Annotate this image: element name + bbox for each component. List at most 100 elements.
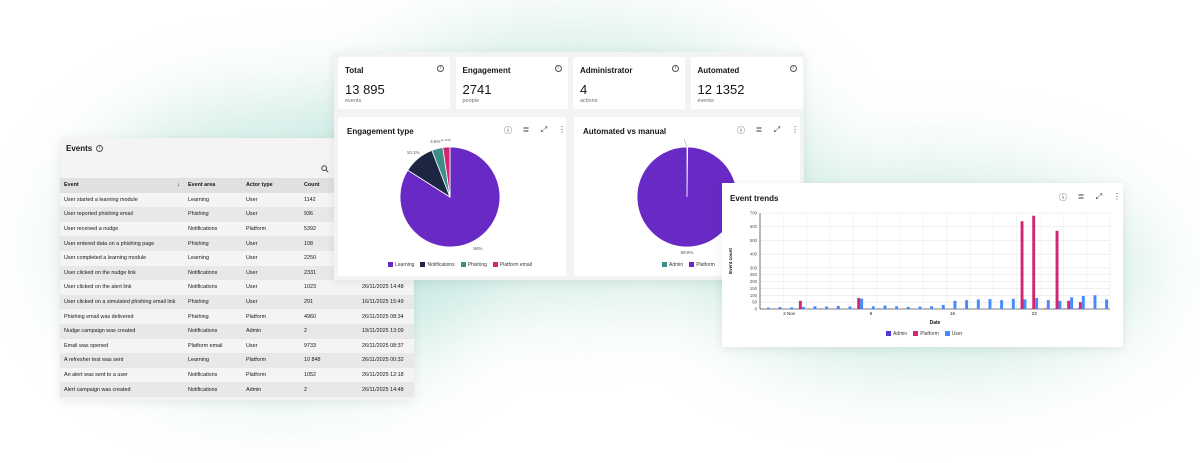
table-cell: User clicked on the nudge link (60, 265, 184, 281)
overflow-menu-icon[interactable]: ⋮ (791, 125, 799, 134)
column-header-actor[interactable]: Actor type (242, 178, 300, 193)
kpi-card-automated: Automated 12 1352 events i (690, 57, 803, 109)
leader-line (683, 139, 688, 148)
table-cell: 291 (300, 294, 358, 310)
info-icon[interactable]: ⓘ (504, 126, 512, 135)
automated-pie: 0.2%99.8% (636, 139, 738, 255)
overflow-menu-icon[interactable]: ⋮ (1113, 192, 1121, 201)
info-icon[interactable]: ⓘ (1059, 193, 1067, 202)
y-tick-label: 700 (750, 211, 758, 216)
table-cell: User received a nudge (64, 226, 119, 233)
table-cell: 9733 (304, 342, 316, 349)
table-cell: Admin (242, 382, 300, 397)
table-cell: User completed a learning module (64, 255, 147, 262)
table-row[interactable]: User started a learning module Learning Us… (60, 193, 414, 208)
table-cell: User started a learning module (64, 196, 138, 203)
y-tick-label: 250 (750, 272, 758, 277)
bar-user (871, 306, 875, 309)
table-cell: 26/11/2025 14:48 (362, 284, 404, 291)
engagement-title: Engagement type (347, 127, 414, 136)
table-cell: Alert campaign was created (60, 382, 184, 397)
y-axis-label: Event count (728, 248, 733, 274)
legend-swatch (913, 331, 919, 337)
table-row[interactable]: Email was opened Platform email User 9733 26… (60, 339, 414, 354)
events-title: Events (66, 144, 93, 153)
table-cell: A refresher test was sent (60, 353, 184, 368)
bar-user (1105, 299, 1109, 309)
table-cell: 2250 (304, 255, 316, 262)
table-cell: User (246, 196, 258, 203)
bar-platform (1020, 221, 1024, 309)
search-icon[interactable] (321, 165, 329, 173)
y-tick-label: 150 (750, 286, 758, 291)
y-tick-label: 100 (750, 293, 758, 298)
info-icon[interactable]: i (437, 65, 444, 72)
table-row[interactable]: A refresher test was sent Learning Platfor… (60, 353, 414, 368)
kpi-card-engagement: Engagement 2741 people i (455, 57, 568, 109)
table-row[interactable]: User received a nudge Notifications Platfo… (60, 222, 414, 237)
bar-platform (1043, 308, 1047, 309)
table-row[interactable]: An alert was sent to a user Notifications… (60, 368, 414, 383)
table-view-icon[interactable]: ≣ (755, 125, 763, 134)
table-cell: 26/11/2025 08:37 (362, 342, 404, 349)
arrow-down-icon: ↓ (177, 182, 180, 189)
maximize-icon[interactable]: ⤢ (773, 125, 781, 134)
table-row[interactable]: Nudge campaign was created Notifications A… (60, 323, 414, 339)
info-icon[interactable]: ⓘ (737, 126, 745, 135)
table-view-icon[interactable]: ≣ (522, 125, 530, 134)
bar-user (1035, 298, 1039, 309)
table-cell: User (246, 284, 258, 291)
bar-user (976, 299, 980, 309)
x-axis-label: Date (930, 320, 941, 326)
table-cell: User reported phishing email (60, 207, 184, 222)
x-tick-label: 9 (870, 311, 873, 316)
table-cell: 26/11/2025 12:18 (362, 372, 404, 379)
table-cell: 19/11/2025 13:09 (358, 323, 414, 339)
table-row[interactable]: User clicked on a simulated phishing ema… (60, 294, 414, 310)
table-cell: Notifications (184, 382, 242, 397)
bar-user (766, 307, 770, 309)
table-cell: 2 (300, 382, 358, 397)
table-cell: 1142 (304, 196, 316, 203)
table-cell: User (242, 236, 300, 251)
y-tick-label: 0 (755, 307, 758, 312)
table-cell: Notifications (184, 265, 242, 281)
column-header-event[interactable]: Event ↓ (60, 178, 184, 193)
kpi-value: 12 1352 (697, 82, 745, 97)
maximize-icon[interactable]: ⤢ (1095, 192, 1103, 201)
maximize-icon[interactable]: ⤢ (540, 125, 548, 134)
table-row[interactable]: Phishing email was delivered Phishing Plat… (60, 309, 414, 324)
y-tick-label: 500 (750, 238, 758, 243)
table-row[interactable]: Alert campaign was created Notifications A… (60, 382, 414, 397)
bar-user (860, 298, 864, 309)
info-icon[interactable]: i (789, 65, 797, 72)
table-row[interactable]: User clicked on the alert link Notificati… (60, 280, 414, 295)
kpi-title: Automated (697, 66, 740, 75)
bar-user (965, 300, 969, 309)
legend-admin: Admin (662, 262, 683, 268)
table-view-icon[interactable]: ≣ (1077, 192, 1085, 201)
column-header-area[interactable]: Event area (184, 178, 242, 193)
overflow-menu-icon[interactable]: ⋮ (558, 125, 566, 134)
info-icon[interactable]: i (96, 145, 104, 152)
pie-label: 3.6% (430, 139, 440, 144)
table-cell: Phishing (188, 313, 209, 320)
engagement-pie: 84% 10.1% 3.6% 2.3% (399, 139, 501, 251)
x-tick-label: 23 (1032, 311, 1038, 316)
bar-platform (1067, 300, 1071, 309)
bar-user (1011, 298, 1015, 309)
table-cell: User (242, 207, 300, 222)
table-cell: 16/11/2025 15:49 (358, 294, 414, 310)
info-icon[interactable]: i (554, 65, 562, 72)
info-icon[interactable]: i (672, 65, 679, 72)
legend-swatch (886, 331, 891, 337)
table-row[interactable]: User completed a learning module Learning… (60, 251, 414, 266)
bar-user (1000, 300, 1004, 309)
bar-user (941, 304, 945, 309)
table-cell: 10 848 (300, 353, 358, 368)
kpi-value: 2741 (462, 82, 492, 97)
table-cell: User (246, 342, 258, 349)
bar-user (836, 305, 840, 309)
table-cell: Phishing email was delivered (64, 313, 134, 320)
kpi-card-administrator: Administrator 4 actions i (573, 57, 685, 109)
